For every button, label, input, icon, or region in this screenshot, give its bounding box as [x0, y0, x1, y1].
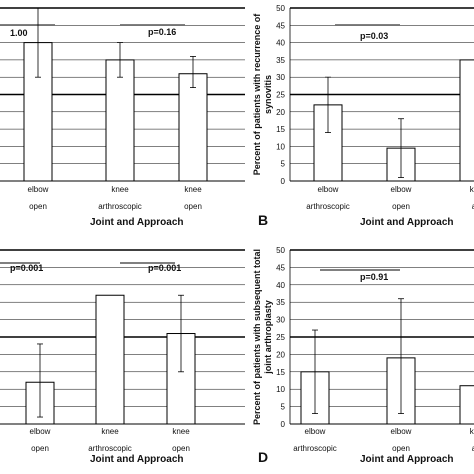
y-tick-label: 50 [276, 4, 285, 13]
x-tick-label: elbow [305, 427, 326, 436]
p-value-label: p=0.16 [148, 27, 176, 37]
x-tick-label: knee [184, 185, 202, 194]
y-axis-title-line: Percent of patients with recurrence of [252, 13, 262, 176]
x-tick-label: knee [111, 185, 129, 194]
panel-letter: D [258, 449, 268, 465]
y-axis-title: Percent of patients with subsequent tota… [252, 249, 273, 425]
x-tick-label: open [392, 444, 410, 453]
y-tick-label: 20 [276, 108, 285, 117]
bar [105, 59, 135, 182]
x-tick-label: arthroscopic [98, 202, 142, 211]
p-value-label: p=0.03 [360, 31, 388, 41]
x-axis-title: Joint and Approach [90, 217, 184, 228]
bar [459, 59, 474, 182]
bar [95, 294, 125, 425]
y-tick-label: 30 [276, 316, 285, 325]
y-tick-label: 25 [276, 333, 285, 342]
bar [178, 73, 208, 182]
x-tick-label: open [31, 444, 49, 453]
x-tick-label: kn [470, 185, 474, 194]
y-tick-label: 10 [276, 142, 285, 151]
x-tick-label: elbow [28, 185, 49, 194]
x-tick-label: arthroscopic [306, 202, 350, 211]
x-tick-label: a [472, 202, 474, 211]
y-tick-label: 30 [276, 73, 285, 82]
y-tick-label: 5 [281, 160, 286, 169]
x-tick-label: knee [172, 427, 190, 436]
y-tick-label: 25 [276, 91, 285, 100]
x-tick-label: open [29, 202, 47, 211]
bar [313, 104, 343, 182]
x-axis-title: Joint and Approach [360, 454, 454, 465]
x-tick-label: elbow [391, 427, 412, 436]
p-value-label: p=0.001 [10, 263, 43, 273]
y-axis-title-line: synovitis [263, 75, 273, 114]
x-tick-label: arthroscopic [293, 444, 337, 453]
x-tick-label: kn [470, 427, 474, 436]
x-tick-label: a [472, 444, 474, 453]
chart-panel-a: elbow open knee arthroscopic knee open 1.00 p=0… [0, 7, 245, 228]
x-tick-label: elbow [318, 185, 339, 194]
chart-panel-d: 0 5 10 15 20 25 30 35 40 45 50 elbow arthroscopic elb… [252, 246, 474, 465]
x-axis-title: Joint and Approach [360, 217, 454, 228]
x-tick-label: open [172, 444, 190, 453]
x-tick-label: elbow [391, 185, 412, 194]
y-tick-label: 5 [281, 403, 286, 412]
y-axis-title: Percent of patients with recurrence ofsy… [252, 13, 273, 176]
y-tick-label: 10 [276, 385, 285, 394]
y-tick-label: 15 [276, 125, 285, 134]
panel-letter: B [258, 212, 268, 228]
x-axis-title: Joint and Approach [90, 454, 184, 465]
x-tick-label: open [184, 202, 202, 211]
y-tick-label: 20 [276, 350, 285, 359]
y-tick-label: 45 [276, 263, 285, 272]
chart-panel-c: elbow open knee arthroscopic knee open p=0.001… [0, 249, 245, 465]
y-axis-title-line: Percent of patients with subsequent tota… [252, 249, 262, 425]
x-tick-label: arthroscopic [88, 444, 132, 453]
x-tick-label: open [392, 202, 410, 211]
y-tick-label: 40 [276, 39, 285, 48]
y-tick-label: 35 [276, 56, 285, 65]
p-value-label: 1.00 [10, 28, 28, 38]
x-tick-label: elbow [30, 427, 51, 436]
bar [459, 385, 474, 425]
y-tick-label: 40 [276, 281, 285, 290]
chart-panel-b: 0 5 10 15 20 25 30 35 40 45 50 elbow arthroscopic elb… [252, 4, 474, 228]
y-axis-title-line: joint arthroplasty [263, 300, 273, 375]
y-tick-label: 15 [276, 368, 285, 377]
y-tick-label: 50 [276, 246, 285, 255]
p-value-label: p=0.001 [148, 263, 181, 273]
y-tick-label: 35 [276, 298, 285, 307]
y-tick-label: 0 [281, 420, 286, 429]
x-tick-label: knee [101, 427, 119, 436]
p-value-label: p=0.91 [360, 272, 388, 282]
y-tick-label: 45 [276, 21, 285, 30]
y-tick-label: 0 [281, 177, 286, 186]
